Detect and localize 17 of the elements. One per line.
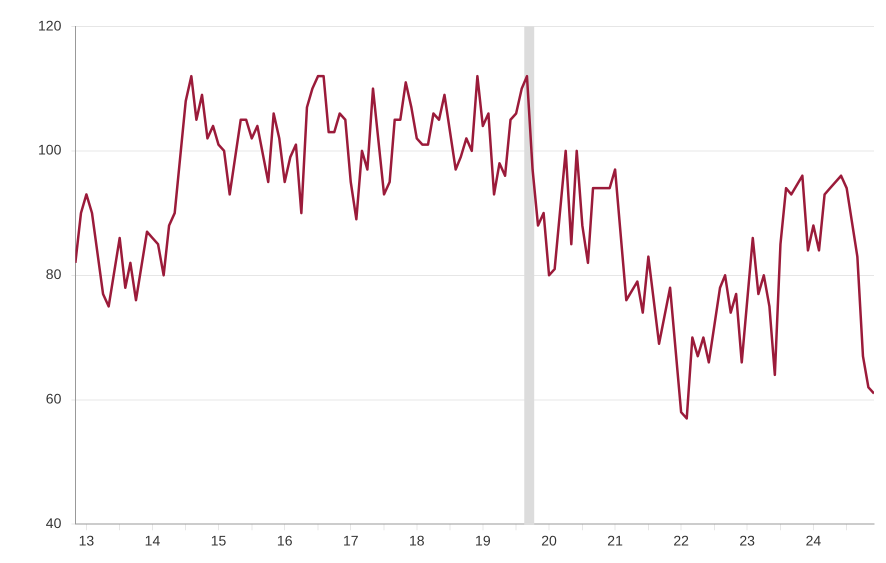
x-tick-label: 24	[806, 532, 822, 548]
x-tick-label: 21	[607, 532, 624, 548]
y-tick-label: 120	[38, 17, 62, 34]
x-tick-label: 17	[342, 532, 359, 548]
x-tick-label: 18	[408, 532, 425, 548]
x-tick-label: 19	[475, 532, 491, 548]
x-tick-label: 22	[673, 532, 690, 548]
x-tick-label: 20	[541, 532, 558, 548]
y-tick-label: 100	[38, 142, 62, 158]
y-tick-label: 60	[46, 390, 62, 407]
x-tick-label: 13	[78, 532, 94, 548]
y-tick-label: 40	[46, 515, 62, 532]
x-tick-label: 14	[144, 532, 160, 548]
x-tick-label: 16	[276, 532, 293, 548]
x-tick-label: 15	[210, 532, 226, 548]
x-tick-label: 23	[739, 532, 756, 548]
y-tick-label: 80	[46, 266, 62, 282]
